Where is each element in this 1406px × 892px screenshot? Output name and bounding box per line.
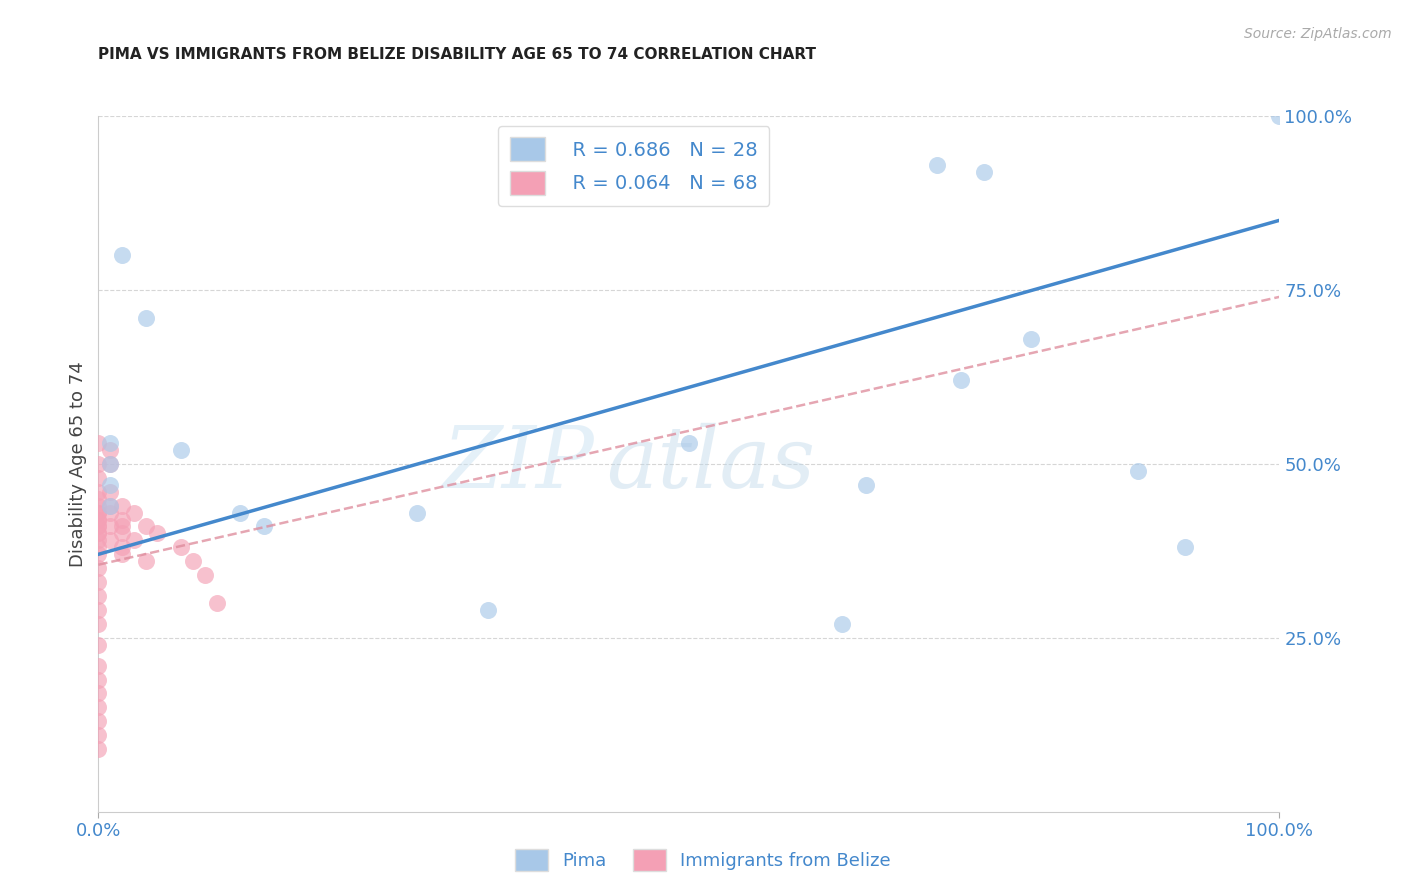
Point bbox=[87, 728, 110, 742]
Point bbox=[87, 499, 110, 513]
Point bbox=[925, 158, 948, 172]
Point bbox=[98, 484, 121, 499]
Point bbox=[87, 457, 110, 471]
Text: ZIP: ZIP bbox=[443, 423, 595, 505]
Point bbox=[87, 700, 110, 714]
Y-axis label: Disability Age 65 to 74: Disability Age 65 to 74 bbox=[69, 361, 87, 566]
Point bbox=[181, 554, 204, 568]
Point bbox=[253, 519, 276, 533]
Point bbox=[87, 547, 110, 561]
Point bbox=[831, 616, 853, 631]
Point bbox=[1021, 332, 1043, 346]
Point bbox=[87, 561, 110, 575]
Point bbox=[1126, 464, 1149, 478]
Point bbox=[87, 714, 110, 729]
Point bbox=[87, 512, 110, 526]
Point bbox=[87, 638, 110, 652]
Point bbox=[122, 533, 145, 548]
Point bbox=[87, 519, 110, 533]
Point bbox=[87, 616, 110, 631]
Point bbox=[87, 658, 110, 673]
Point bbox=[87, 491, 110, 506]
Point bbox=[87, 603, 110, 617]
Point bbox=[87, 526, 110, 541]
Point bbox=[98, 499, 121, 513]
Point bbox=[194, 568, 217, 582]
Point bbox=[111, 512, 134, 526]
Point bbox=[170, 442, 193, 457]
Legend:   R = 0.686   N = 28,   R = 0.064   N = 68: R = 0.686 N = 28, R = 0.064 N = 68 bbox=[498, 126, 769, 206]
Point bbox=[678, 436, 700, 450]
Point bbox=[87, 512, 110, 526]
Text: PIMA VS IMMIGRANTS FROM BELIZE DISABILITY AGE 65 TO 74 CORRELATION CHART: PIMA VS IMMIGRANTS FROM BELIZE DISABILIT… bbox=[98, 47, 817, 62]
Point bbox=[111, 519, 134, 533]
Point bbox=[87, 589, 110, 603]
Point bbox=[87, 471, 110, 485]
Point bbox=[87, 533, 110, 548]
Point bbox=[111, 547, 134, 561]
Text: atlas: atlas bbox=[606, 423, 815, 505]
Point bbox=[406, 506, 429, 520]
Point bbox=[146, 526, 169, 541]
Point bbox=[135, 519, 157, 533]
Point bbox=[87, 506, 110, 520]
Point bbox=[98, 436, 121, 450]
Point bbox=[205, 596, 228, 610]
Point bbox=[98, 457, 121, 471]
Point bbox=[87, 484, 110, 499]
Point bbox=[87, 519, 110, 533]
Text: Source: ZipAtlas.com: Source: ZipAtlas.com bbox=[1244, 27, 1392, 41]
Point bbox=[135, 554, 157, 568]
Point bbox=[98, 533, 121, 548]
Point bbox=[87, 686, 110, 700]
Point bbox=[229, 506, 252, 520]
Point bbox=[855, 477, 877, 491]
Point bbox=[949, 373, 972, 387]
Point bbox=[98, 506, 121, 520]
Point bbox=[87, 575, 110, 590]
Point bbox=[87, 506, 110, 520]
Point bbox=[973, 164, 995, 178]
Point bbox=[87, 541, 110, 555]
Point bbox=[87, 742, 110, 756]
Point bbox=[87, 436, 110, 450]
Point bbox=[1268, 109, 1291, 123]
Legend: Pima, Immigrants from Belize: Pima, Immigrants from Belize bbox=[508, 842, 898, 879]
Point bbox=[111, 499, 134, 513]
Point bbox=[111, 526, 134, 541]
Point bbox=[170, 541, 193, 555]
Point bbox=[98, 477, 121, 491]
Point bbox=[135, 310, 157, 325]
Point bbox=[122, 506, 145, 520]
Point bbox=[87, 673, 110, 687]
Point bbox=[1174, 541, 1197, 555]
Point bbox=[98, 499, 121, 513]
Point bbox=[98, 442, 121, 457]
Point bbox=[111, 248, 134, 262]
Point bbox=[87, 526, 110, 541]
Point bbox=[477, 603, 499, 617]
Point bbox=[98, 519, 121, 533]
Point bbox=[111, 541, 134, 555]
Point bbox=[98, 457, 121, 471]
